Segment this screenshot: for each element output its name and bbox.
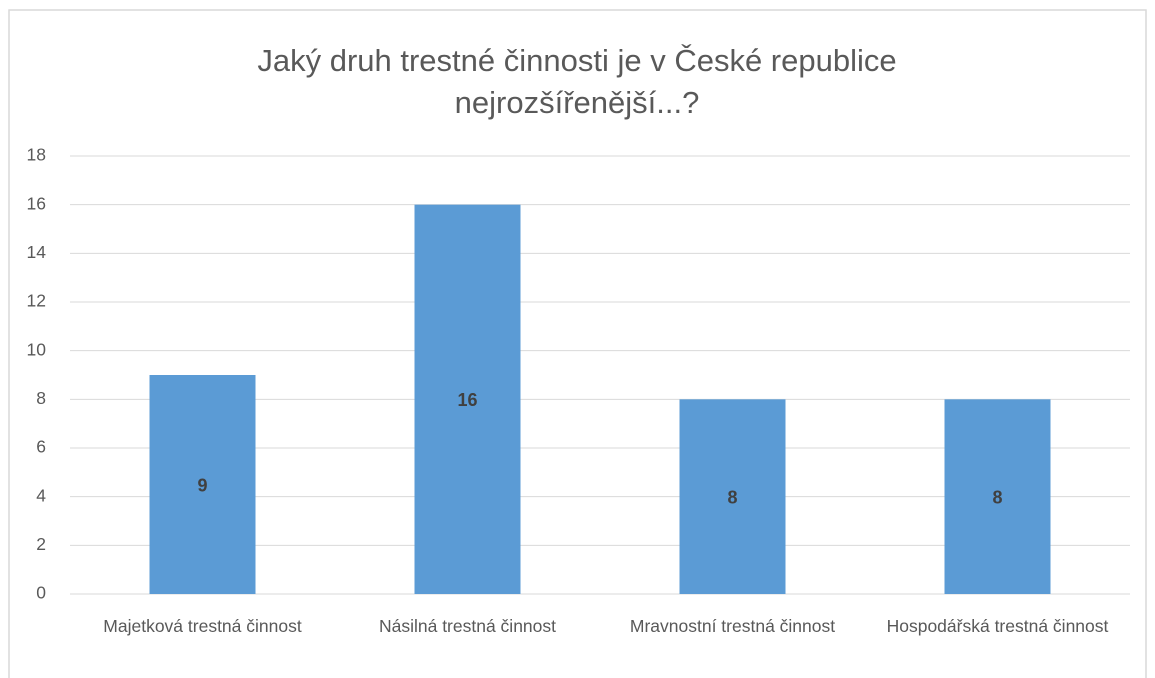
data-label: 9 — [197, 475, 207, 495]
chart-border — [8, 9, 1147, 678]
x-tick-label: Násilná trestná činnost — [378, 616, 557, 636]
bar — [149, 375, 256, 594]
y-tick-label: 0 — [36, 583, 46, 603]
bar — [944, 399, 1051, 594]
y-tick-label: 12 — [27, 291, 46, 311]
data-label: 16 — [457, 390, 477, 410]
y-tick-label: 2 — [36, 534, 46, 554]
x-tick-label: Majetková trestná činnost — [103, 616, 302, 636]
bar — [679, 399, 786, 594]
data-label: 8 — [992, 487, 1002, 507]
y-tick-label: 4 — [36, 485, 46, 505]
y-tick-label: 10 — [27, 339, 47, 359]
y-tick-label: 18 — [27, 145, 46, 165]
bar — [414, 204, 521, 594]
y-tick-label: 14 — [27, 242, 47, 262]
x-tick-label: Hospodářská trestná činnost — [886, 616, 1109, 636]
x-tick-label: Mravnostní trestná činnost — [629, 616, 836, 636]
y-tick-label: 16 — [27, 193, 46, 213]
data-label: 8 — [727, 487, 737, 507]
chart-title: Jaký druh trestné činnosti je v České re… — [257, 43, 897, 120]
y-tick-label: 8 — [36, 388, 46, 408]
y-tick-label: 6 — [36, 437, 46, 457]
